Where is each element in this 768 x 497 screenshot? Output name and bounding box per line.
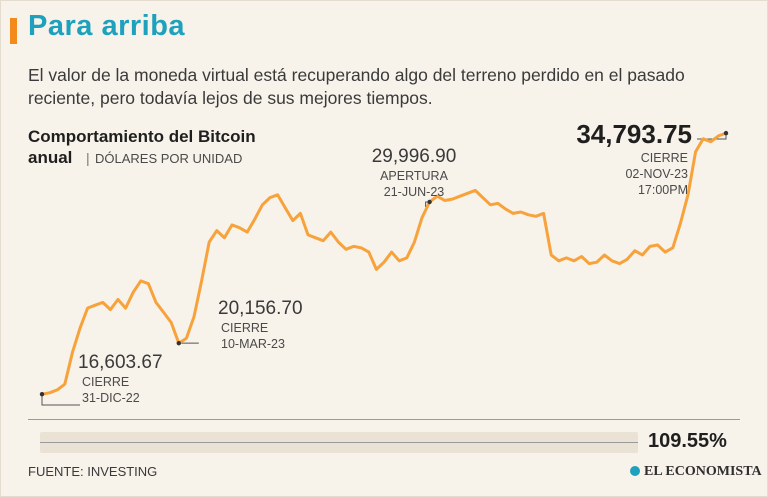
annotation-start-value: 16,603.67: [78, 352, 163, 373]
change-bar: [40, 442, 638, 443]
annotation-march-value: 20,156.70: [218, 298, 303, 319]
leader-start: [41, 394, 80, 406]
annotation-november-date: 02-NOV-23: [625, 167, 688, 181]
bitcoin-price-line: [41, 131, 727, 396]
brand-name: EL ECONOMISTA: [644, 464, 762, 479]
annotation-june-date: 21-JUN-23: [383, 185, 445, 199]
chart-title: Comportamiento del Bitcoin: [28, 127, 256, 146]
chart-baseline: [28, 419, 740, 420]
annotation-march-label: CIERRE: [221, 321, 269, 335]
annotation-march: 20,156.70 CIERRE 10-MAR-23: [218, 298, 328, 352]
chart-title-line2: anual: [28, 148, 73, 167]
marker-june: [427, 199, 432, 205]
page-subtitle: El valor de la moneda virtual está recup…: [28, 65, 685, 108]
annotation-start-label: CIERRE: [82, 375, 130, 389]
brand-logo: EL ECONOMISTA: [630, 464, 762, 480]
annotation-june-label: APERTURA: [380, 169, 448, 183]
annotation-november-value: 34,793.75: [576, 119, 692, 149]
annotation-november: 34,793.75 CIERRE 02-NOV-23 17:00PM: [556, 119, 692, 198]
accent-bar: [10, 18, 17, 44]
marker-start: [39, 391, 45, 397]
change-value: 109.55%: [648, 430, 727, 452]
annotation-march-date: 10-MAR-23: [221, 337, 285, 351]
chart-unit: DÓLARES POR UNIDAD: [95, 151, 243, 166]
annotation-june-value: 29,996.90: [371, 146, 457, 167]
marker-november: [723, 130, 729, 136]
series-layer: [39, 130, 729, 397]
annotation-start: 16,603.67 CIERRE 31-DIC-22: [78, 352, 188, 406]
unit-separator: |: [86, 150, 90, 166]
source-note: FUENTE: INVESTING: [28, 464, 158, 479]
marker-march: [176, 340, 181, 346]
annotation-june: 29,996.90 APERTURA 21-JUN-23: [352, 146, 476, 200]
page-title: Para arriba: [28, 10, 186, 42]
brand-icon: [630, 466, 640, 476]
annotation-start-date: 31-DIC-22: [82, 391, 140, 405]
annotation-november-label: CIERRE: [640, 151, 688, 165]
annotation-november-time: 17:00PM: [637, 183, 688, 197]
